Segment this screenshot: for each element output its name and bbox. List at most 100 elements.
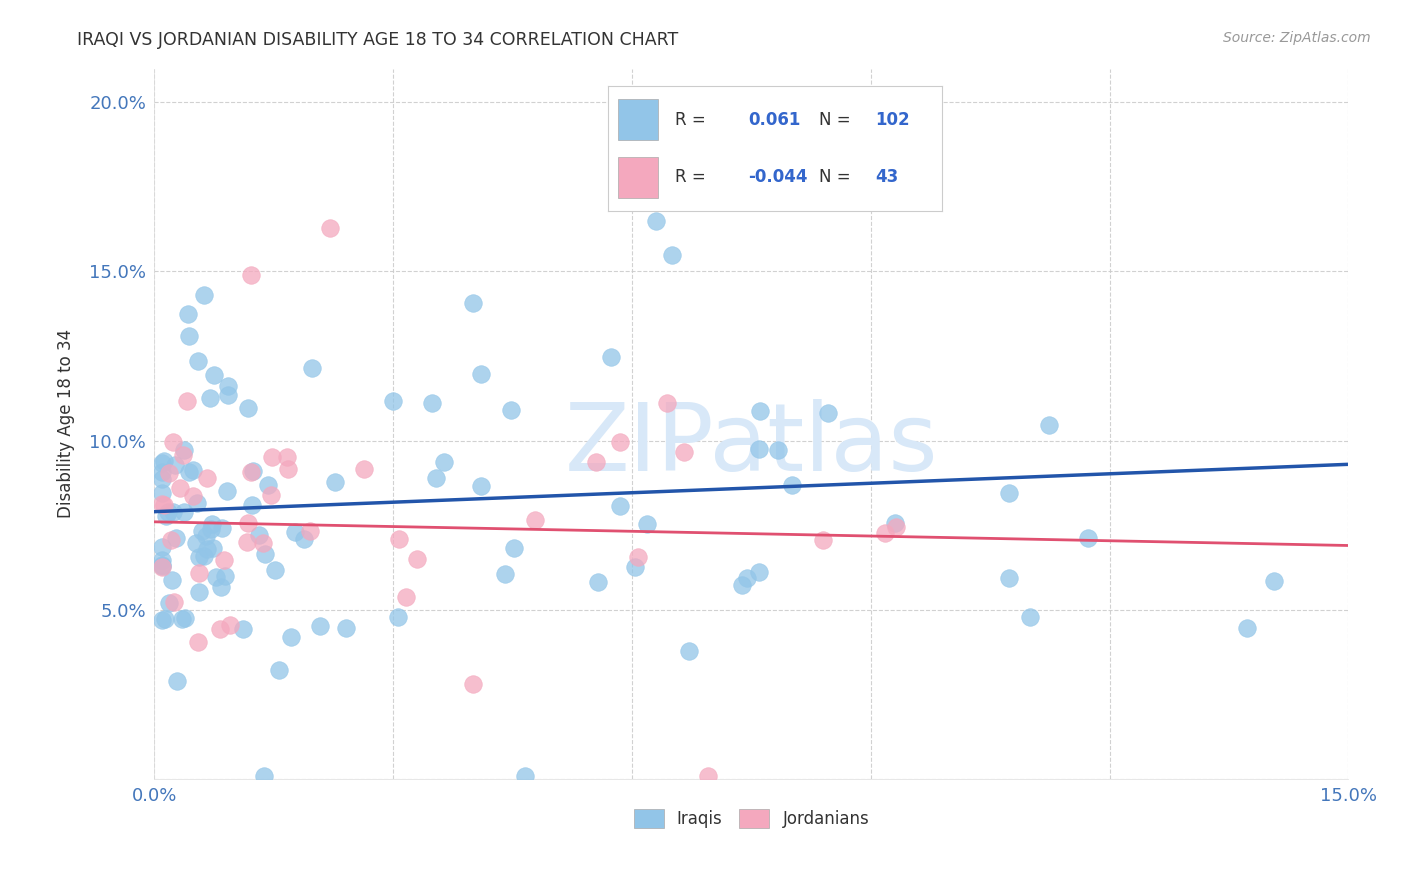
Point [696, 768, 718, 782]
Point [499, 403, 522, 417]
Point [165, 458, 187, 472]
Point [299, 524, 322, 539]
Point [179, 465, 201, 479]
Point [461, 677, 484, 691]
Point [214, 569, 236, 583]
Point [624, 559, 647, 574]
Text: Source: ZipAtlas.com: Source: ZipAtlas.com [1223, 31, 1371, 45]
Point [252, 535, 274, 549]
Point [160, 533, 183, 547]
Point [425, 471, 447, 485]
Point [150, 541, 173, 555]
Point [600, 351, 623, 365]
Point [267, 663, 290, 677]
Point [644, 213, 666, 227]
Point [160, 573, 183, 587]
Point [609, 499, 631, 513]
Point [524, 513, 547, 527]
Point [166, 673, 188, 688]
Point [195, 471, 218, 485]
Point [998, 486, 1021, 500]
Point [395, 591, 418, 605]
Point [232, 623, 254, 637]
Point [188, 550, 211, 565]
Point [200, 392, 222, 406]
Point [157, 466, 180, 480]
Point [150, 465, 173, 479]
Point [588, 575, 610, 590]
Point [150, 497, 173, 511]
Point [195, 541, 218, 556]
Point [811, 533, 834, 548]
Point [215, 484, 238, 499]
Point [208, 622, 231, 636]
Point [153, 498, 176, 512]
Point [768, 442, 790, 457]
Point [1019, 609, 1042, 624]
Point [731, 578, 754, 592]
Point [150, 456, 173, 470]
Point [187, 354, 209, 368]
Point [323, 475, 346, 489]
Point [276, 450, 298, 465]
Point [240, 498, 263, 512]
Point [678, 644, 700, 658]
Point [193, 288, 215, 302]
Point [585, 455, 607, 469]
Point [209, 580, 232, 594]
Point [172, 448, 194, 462]
Point [150, 486, 173, 500]
Point [277, 462, 299, 476]
Point [200, 522, 222, 536]
Point [177, 329, 200, 343]
Y-axis label: Disability Age 18 to 34: Disability Age 18 to 34 [58, 329, 75, 518]
Point [748, 442, 770, 457]
Point [257, 478, 280, 492]
Point [150, 553, 173, 567]
Point [387, 610, 409, 624]
Point [170, 612, 193, 626]
Point [150, 558, 173, 573]
Point [165, 531, 187, 545]
Point [242, 465, 264, 479]
Point [157, 596, 180, 610]
Point [183, 490, 205, 504]
Point [202, 368, 225, 383]
Point [181, 463, 204, 477]
Point [239, 465, 262, 479]
Point [309, 618, 332, 632]
Point [292, 533, 315, 547]
Point [219, 617, 242, 632]
Point [201, 516, 224, 531]
Point [174, 611, 197, 625]
Point [163, 595, 186, 609]
Point [155, 508, 177, 523]
Point [150, 558, 173, 573]
Point [202, 541, 225, 556]
Point [262, 450, 284, 464]
Point [420, 396, 443, 410]
Text: IRAQI VS JORDANIAN DISABILITY AGE 18 TO 34 CORRELATION CHART: IRAQI VS JORDANIAN DISABILITY AGE 18 TO … [77, 31, 679, 49]
Point [627, 549, 650, 564]
Point [673, 444, 696, 458]
Point [636, 516, 658, 531]
Point [503, 541, 526, 555]
Point [150, 613, 173, 627]
Point [470, 368, 492, 382]
Point [162, 435, 184, 450]
Point [211, 521, 233, 535]
Point [173, 443, 195, 458]
Point [875, 525, 897, 540]
Point [1236, 621, 1258, 635]
Point [184, 536, 207, 550]
Point [381, 394, 404, 409]
Point [236, 516, 259, 530]
Point [162, 505, 184, 519]
Point [463, 295, 485, 310]
Point [1077, 531, 1099, 545]
Point [353, 462, 375, 476]
Point [153, 453, 176, 467]
Point [156, 505, 179, 519]
Point [301, 361, 323, 376]
Point [176, 393, 198, 408]
